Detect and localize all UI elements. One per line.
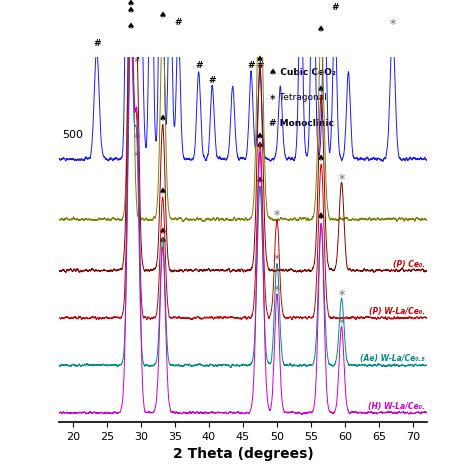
Text: ♠: ♠ — [159, 114, 167, 123]
Text: ♠: ♠ — [127, 6, 135, 15]
Text: # Monoclinic: # Monoclinic — [269, 119, 334, 128]
Text: #: # — [256, 62, 264, 70]
Text: ♠: ♠ — [256, 141, 264, 150]
Text: ♠: ♠ — [317, 25, 325, 34]
Text: ∗: ∗ — [389, 17, 397, 27]
Text: #: # — [209, 76, 216, 85]
Text: ∗: ∗ — [337, 172, 346, 182]
Text: #: # — [174, 18, 182, 27]
Text: ♠: ♠ — [159, 187, 167, 196]
Text: ∗: ∗ — [133, 149, 141, 159]
Text: ♠ Cubic CeO₂: ♠ Cubic CeO₂ — [269, 68, 336, 77]
Text: ∗: ∗ — [133, 131, 141, 141]
Text: ♠: ♠ — [159, 11, 167, 20]
Text: ∗: ∗ — [133, 55, 141, 64]
Text: ∗ Tetragonal: ∗ Tetragonal — [269, 93, 327, 102]
Text: ♠: ♠ — [317, 212, 325, 221]
Text: (H) W-La/Ce₀.: (H) W-La/Ce₀. — [368, 402, 425, 411]
Text: #: # — [93, 39, 100, 48]
Text: ♠: ♠ — [127, 22, 135, 31]
Text: 500: 500 — [63, 130, 83, 140]
Text: #: # — [195, 62, 202, 70]
Text: ♠: ♠ — [317, 85, 325, 94]
Text: #: # — [331, 3, 338, 12]
Text: ∗: ∗ — [337, 288, 346, 298]
Text: ♠: ♠ — [256, 55, 264, 64]
Text: ♠: ♠ — [159, 227, 167, 236]
Text: ♠: ♠ — [256, 132, 264, 141]
Text: ♠: ♠ — [317, 212, 325, 221]
X-axis label: 2 Theta (degrees): 2 Theta (degrees) — [173, 447, 313, 461]
Text: ♠: ♠ — [127, 0, 135, 8]
Text: (P) Ce₀.: (P) Ce₀. — [393, 260, 425, 269]
Text: ♠: ♠ — [159, 236, 167, 245]
Text: ♠: ♠ — [317, 154, 325, 163]
Text: ∗: ∗ — [273, 283, 281, 293]
Text: (Ae) W-La/Ce₀.₅: (Ae) W-La/Ce₀.₅ — [360, 355, 425, 364]
Text: ♠: ♠ — [256, 176, 264, 185]
Text: ∗: ∗ — [337, 316, 346, 326]
Text: ∗: ∗ — [273, 208, 281, 218]
Text: ∗: ∗ — [273, 252, 281, 262]
Text: #: # — [247, 62, 255, 70]
Text: (P) W-La/Ce₀.: (P) W-La/Ce₀. — [369, 307, 425, 316]
